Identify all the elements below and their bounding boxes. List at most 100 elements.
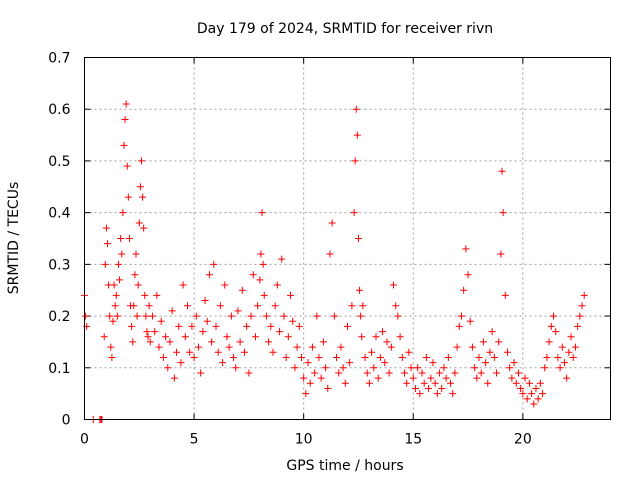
data-point (381, 359, 389, 367)
data-point (225, 343, 233, 351)
data-point (144, 333, 152, 341)
data-point (565, 348, 573, 356)
x-tick-label: 0 (80, 432, 89, 448)
y-tick-label: 0.4 (48, 206, 70, 222)
data-point (145, 302, 153, 310)
data-point (383, 338, 391, 346)
data-point (523, 395, 531, 403)
data-point (234, 307, 242, 315)
data-point (168, 307, 176, 315)
data-point (315, 353, 323, 361)
grid (84, 57, 611, 420)
data-point (212, 322, 220, 330)
data-point (344, 322, 351, 330)
data-point (453, 343, 461, 351)
y-tick-label: 0 (62, 413, 71, 429)
data-point (118, 250, 126, 258)
y-tick-label: 0.3 (48, 257, 70, 273)
data-point (317, 374, 325, 382)
data-point (131, 271, 139, 279)
data-point (374, 374, 382, 382)
y-tick-label: 0.1 (48, 361, 70, 377)
data-point (148, 312, 156, 320)
data-point (506, 364, 514, 372)
y-tick-label: 0.5 (48, 154, 70, 170)
data-point (260, 291, 268, 299)
data-point (122, 100, 130, 108)
data-point (420, 379, 428, 387)
data-point (351, 157, 359, 165)
data-point (560, 359, 568, 367)
data-point (563, 374, 571, 382)
data-point (550, 312, 558, 320)
data-point (473, 374, 481, 382)
data-point (357, 312, 365, 320)
data-point (201, 297, 209, 305)
data-point (552, 328, 560, 336)
data-point (547, 322, 555, 330)
data-point (425, 384, 433, 392)
data-point (322, 364, 330, 372)
data-point (108, 353, 116, 361)
data-point (543, 353, 551, 361)
data-point (245, 369, 253, 377)
data-point (431, 379, 439, 387)
data-point (125, 235, 133, 242)
data-point (243, 322, 251, 330)
data-point (111, 302, 119, 310)
data-point (306, 379, 314, 387)
data-point (124, 193, 132, 201)
data-point (484, 379, 492, 387)
data-point (324, 384, 332, 392)
data-point (571, 343, 579, 351)
data-point (418, 369, 426, 377)
data-point (190, 353, 198, 361)
data-point (574, 322, 582, 330)
data-point (295, 322, 303, 330)
chart-title: Day 179 of 2024, SRMTID for receiver riv… (197, 21, 493, 37)
data-point (457, 312, 465, 320)
data-point (278, 255, 286, 263)
data-point (578, 302, 586, 310)
data-point (254, 302, 262, 310)
data-point (353, 131, 361, 139)
data-point (346, 359, 354, 367)
data-point (436, 369, 444, 377)
data-point (541, 364, 549, 372)
data-point (486, 348, 494, 356)
x-tick-label: 10 (295, 432, 313, 448)
data-point (194, 343, 202, 351)
data-point (181, 333, 189, 341)
data-point (179, 281, 187, 289)
data-point (493, 369, 501, 377)
data-point (528, 390, 536, 398)
data-point (554, 353, 562, 361)
data-point (394, 312, 402, 320)
data-point (517, 384, 525, 392)
data-point (223, 333, 231, 341)
data-point (556, 364, 564, 372)
data-point (107, 343, 115, 351)
axis-ticks: 0 0.1 0.2 0.3 0.4 0.5 0.6 0.7 0 5 10 15 20 (48, 51, 611, 448)
data-point (498, 167, 506, 175)
data-point (411, 384, 419, 392)
data-point (365, 379, 373, 387)
x-tick-label: 5 (190, 432, 199, 448)
x-tick-label: 15 (404, 432, 422, 448)
data-point (136, 183, 144, 191)
data-point (129, 338, 137, 346)
data-point (188, 322, 196, 330)
data-point (186, 348, 194, 356)
data-point (534, 395, 542, 403)
data-point (256, 276, 264, 284)
data-point (368, 348, 376, 356)
data-point (302, 390, 310, 398)
data-point (132, 250, 140, 258)
data-point (153, 291, 161, 299)
data-point (462, 245, 470, 253)
data-point (300, 374, 308, 382)
data-point (335, 369, 343, 377)
data-point (536, 379, 544, 387)
data-point (319, 338, 327, 346)
data-point (117, 235, 125, 242)
